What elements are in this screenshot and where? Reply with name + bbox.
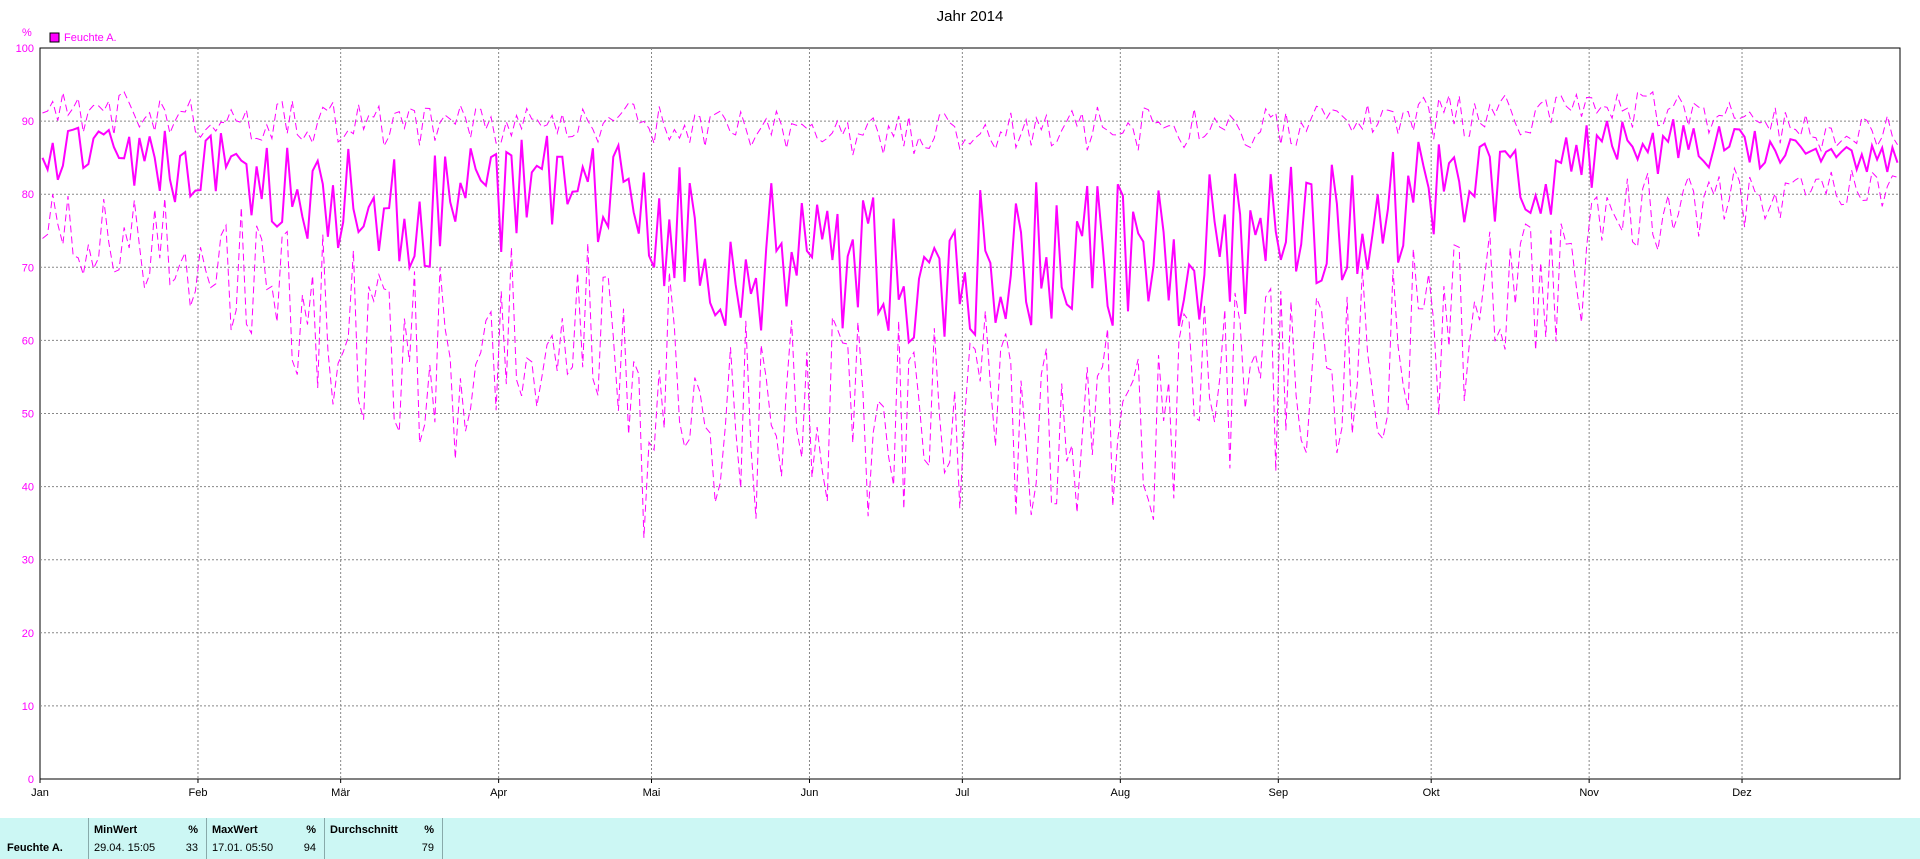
y-tick-label: 80: [22, 189, 34, 201]
stats-table: Feuchte A. MinWert % 29.04. 15:05 33 Max…: [0, 818, 1920, 859]
y-tick-label: 20: [22, 628, 34, 640]
x-tick-label: Dez: [1732, 787, 1752, 799]
series-line-max: [42, 90, 1898, 156]
y-tick-label: 70: [22, 262, 34, 274]
x-tick-label: Feb: [188, 787, 207, 799]
stats-min-value: 33: [185, 842, 198, 854]
y-axis-unit: %: [22, 27, 32, 39]
x-tick-label: Apr: [490, 787, 507, 799]
x-tick-label: Jan: [31, 787, 49, 799]
stats-separator: [206, 818, 207, 859]
stats-max-header: MaxWert: [212, 824, 258, 836]
stats-separator: [442, 818, 443, 859]
stats-max-time: 17.01. 05:50: [212, 842, 274, 854]
y-tick-label: 10: [22, 701, 34, 713]
stats-min-header: MinWert: [94, 824, 138, 836]
x-tick-label: Aug: [1111, 787, 1131, 799]
stats-min-unit: %: [188, 824, 198, 836]
stats-series-name: Feuchte A.: [7, 842, 63, 854]
stats-avg-value: 79: [421, 842, 434, 854]
stats-max-value: 94: [303, 842, 316, 854]
stats-separator: [324, 818, 325, 859]
y-tick-label: 50: [22, 409, 34, 421]
chart-area: Jahr 2014 0 10 20 30 40 50 60 70 80 90 100% Jan Feb Mä…: [16, 8, 1901, 799]
legend-label: Feuchte A.: [64, 32, 117, 44]
legend-swatch: [49, 32, 60, 43]
y-tick-label: 60: [22, 335, 34, 347]
stats-separator: [88, 818, 89, 859]
chart-svg: Jahr 2014 0 10 20 30 40 50 60 70 80 90 100% Jan Feb Mä…: [16, 8, 1901, 799]
x-tick-label: Jun: [801, 787, 819, 799]
y-tick-label: 0: [28, 774, 34, 786]
stats-avg-unit: %: [424, 824, 434, 836]
series-line-mean: [41, 119, 1899, 345]
x-tick-label: Okt: [1423, 787, 1440, 799]
y-tick-label: 100: [16, 43, 34, 55]
y-tick-label: 30: [22, 555, 34, 567]
series-line-min: [42, 166, 1898, 538]
chart-title: Jahr 2014: [937, 8, 1004, 25]
x-tick-label: Sep: [1269, 787, 1289, 799]
x-tick-label: Mai: [643, 787, 661, 799]
x-tick-label: Nov: [1579, 787, 1599, 799]
y-tick-label: 40: [22, 482, 34, 494]
stats-avg-header: Durchschnitt: [330, 824, 398, 836]
stats-min-time: 29.04. 15:05: [94, 842, 156, 854]
x-tick-label: Jul: [955, 787, 969, 799]
y-tick-label: 90: [22, 116, 34, 128]
stats-max-unit: %: [306, 824, 316, 836]
x-tick-label: Mär: [331, 787, 350, 799]
